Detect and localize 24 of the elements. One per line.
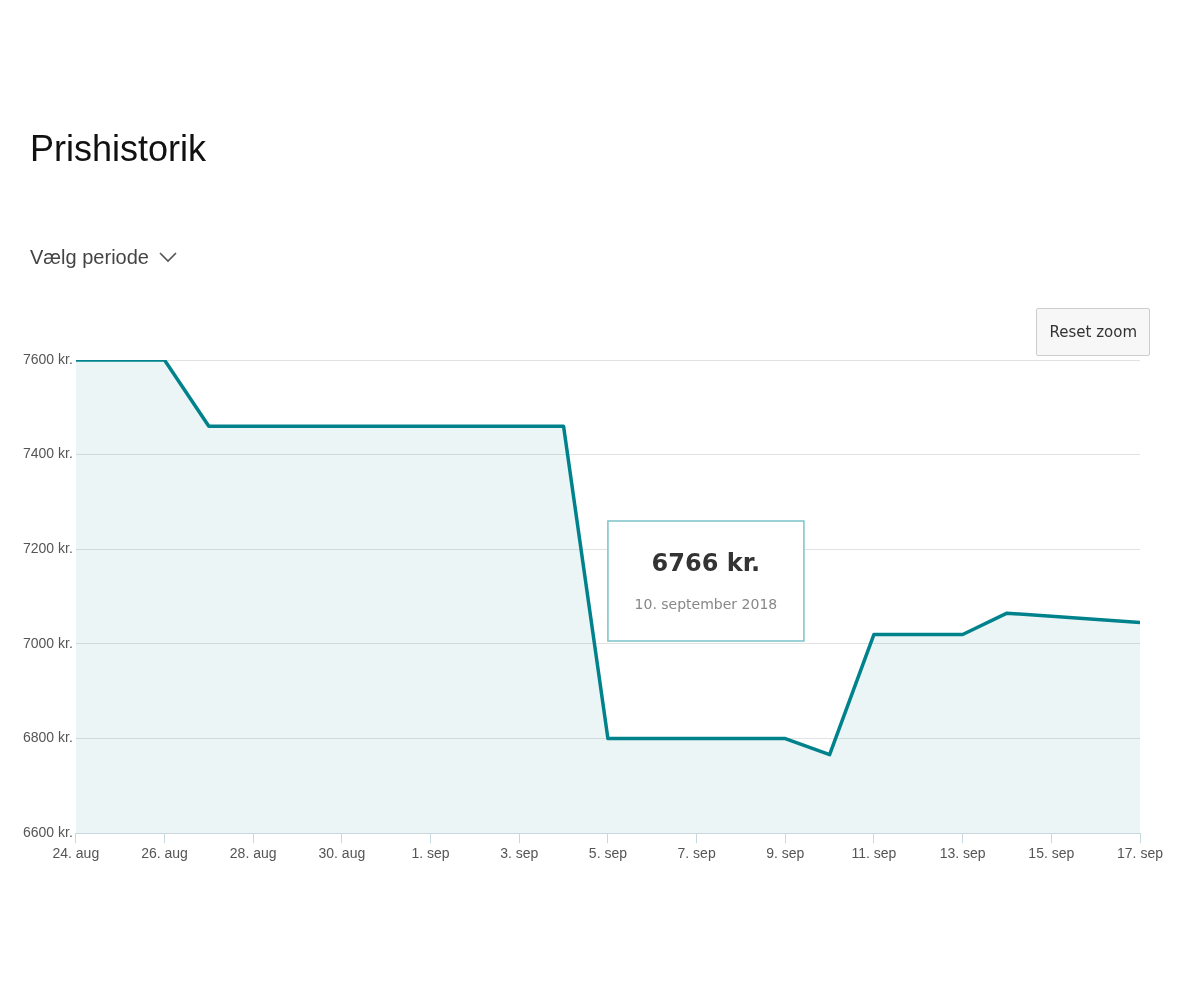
x-tick-label: 11. sep bbox=[851, 845, 897, 862]
annotation: 6766 kr. bbox=[651, 548, 761, 577]
text: Reset zoom bbox=[1036, 308, 1150, 356]
annotation: 10. september 2018 bbox=[634, 595, 778, 612]
y-tick-label: 6600 kr. bbox=[22, 824, 73, 841]
x-tick-label: 13. sep bbox=[939, 845, 986, 862]
text: Vælg periode bbox=[30, 246, 149, 269]
y-tick-label: 7600 kr. bbox=[22, 350, 73, 367]
y-tick-label: 6800 kr. bbox=[22, 729, 73, 746]
x-tick-label: 30. aug bbox=[318, 845, 366, 862]
x-tick-label: 5. sep bbox=[588, 845, 628, 862]
y-tick-label: 7400 kr. bbox=[22, 445, 73, 462]
x-tick-label: 1. sep bbox=[411, 845, 450, 862]
x-tick-label: 26. aug bbox=[141, 845, 188, 862]
chart-title: Prishistorik bbox=[30, 128, 207, 170]
x-tick-label: 15. sep bbox=[1028, 845, 1075, 862]
y-tick-label: 7200 kr. bbox=[22, 540, 73, 557]
x-tick-label: 24. aug bbox=[52, 845, 100, 862]
y-tick-label: 7000 kr. bbox=[22, 634, 73, 651]
x-tick-label: 3. sep bbox=[500, 845, 539, 862]
x-tick-label: 28. aug bbox=[229, 845, 277, 862]
x-tick-label: 7. sep bbox=[677, 845, 716, 862]
x-tick-label: 9. sep bbox=[766, 845, 805, 862]
x-tick-label: 17. sep bbox=[1117, 845, 1164, 862]
